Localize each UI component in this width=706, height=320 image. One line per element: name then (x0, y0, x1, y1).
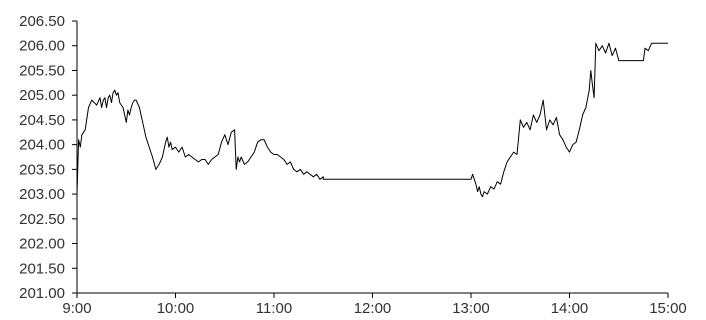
y-tick-label: 205.00 (19, 87, 65, 104)
x-tick-label: 14:00 (551, 300, 589, 317)
series-line-0 (76, 42, 668, 198)
x-tick-label: 11:00 (256, 300, 292, 317)
y-tick-label: 204.50 (19, 112, 65, 129)
y-axis: 201.00 201.50 202.00 202.50 203.00 203.50 204.… (19, 13, 78, 302)
y-tick-label: 205.50 (19, 62, 65, 79)
y-tick-label: 203.50 (19, 161, 65, 178)
x-tick-label: 12:00 (354, 300, 392, 317)
y-tick-label: 206.00 (19, 38, 65, 55)
x-tick-label: 10:00 (157, 300, 195, 317)
y-tick-label: 202.00 (19, 236, 65, 253)
y-tick-label: 204.00 (19, 137, 65, 154)
x-tick-label: 9:00 (62, 300, 91, 317)
y-tick-label: 202.50 (19, 211, 65, 228)
series-layer (76, 42, 668, 198)
y-tick-label: 201.50 (19, 260, 65, 277)
y-tick-label: 201.00 (19, 285, 65, 302)
y-tick-label: 206.50 (19, 13, 65, 30)
y-tick-label: 203.00 (19, 186, 65, 203)
x-tick-label: 15:00 (649, 300, 687, 317)
x-axis: 9:00 10:00 11:00 12:00 13:00 14:00 15:00 (62, 292, 687, 317)
x-tick-label: 13:00 (452, 300, 490, 317)
